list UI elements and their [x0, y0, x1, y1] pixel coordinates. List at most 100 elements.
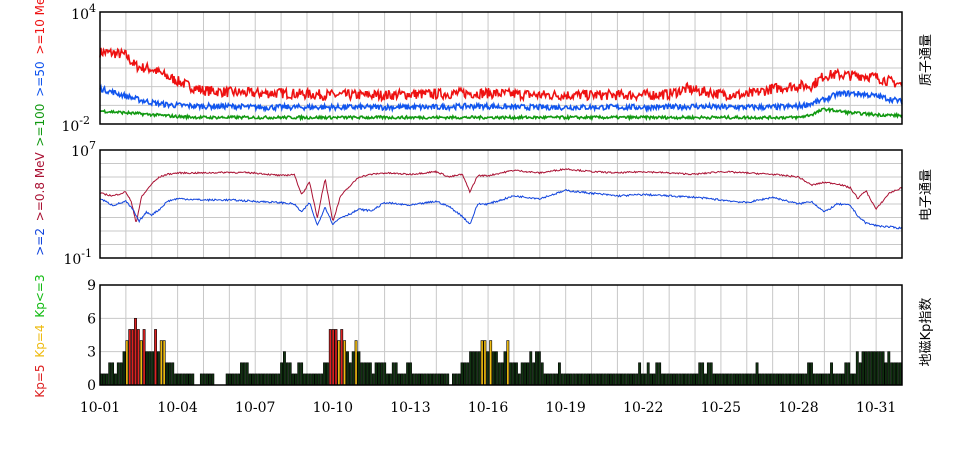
- kp-bar: [506, 340, 510, 386]
- kp-bar: [635, 373, 639, 386]
- kp-bar: [357, 351, 361, 386]
- kp-bar: [105, 373, 109, 386]
- kp-bar: [867, 351, 871, 386]
- kp-bar: [835, 373, 839, 386]
- electron-flux-panel: 107 10-1 >=2 >=0.8 MeV 电子通量: [33, 139, 934, 268]
- kp-bar: [686, 373, 690, 386]
- kp-bar: [515, 362, 518, 386]
- kp-bar: [752, 373, 756, 386]
- kp-bar: [305, 373, 309, 386]
- kp-bar: [177, 373, 180, 386]
- kp-bar: [271, 373, 275, 386]
- kp-bar: [638, 362, 642, 386]
- kp-bar: [403, 373, 407, 386]
- kp-bar: [675, 373, 679, 386]
- kp-bar: [460, 362, 464, 386]
- kp-bar: [383, 362, 387, 386]
- kp-bar: [280, 362, 284, 386]
- kp-bar: [578, 373, 581, 386]
- proton-y-tick-top: 104: [71, 2, 96, 23]
- kp-bar: [801, 373, 805, 386]
- kp-bar: [122, 351, 126, 386]
- kp-bar: [881, 351, 885, 386]
- x-tick-label: 10-28: [778, 400, 818, 416]
- kp-bar: [420, 373, 424, 386]
- kp-bar: [861, 351, 865, 386]
- kp-bar: [128, 329, 132, 386]
- kp-bar: [512, 362, 516, 386]
- kp-bar: [489, 340, 493, 386]
- kp-bar: [411, 373, 415, 386]
- kp-bar: [844, 362, 848, 386]
- kp-bar: [437, 373, 441, 386]
- x-tick-label: 10-04: [157, 400, 197, 416]
- proton-y-axis-label: >=100 >=50 >=10 MeV: [33, 0, 47, 147]
- kp-bar: [434, 373, 438, 386]
- kp-bar: [552, 373, 556, 386]
- kp-bar: [182, 373, 186, 386]
- kp-bar: [260, 373, 263, 386]
- proton-label-ge50: >=50: [33, 61, 47, 96]
- kp-bar: [832, 373, 836, 386]
- kp-bar: [165, 362, 169, 386]
- kp-bar: [778, 373, 782, 386]
- kp-bar: [560, 373, 564, 386]
- kp-bar: [537, 351, 541, 386]
- kp-bar: [709, 362, 713, 386]
- kp-bar: [231, 373, 235, 386]
- kp-bar: [669, 373, 673, 386]
- kp-bar: [649, 373, 653, 386]
- kp-bar: [454, 373, 458, 386]
- x-tick-label: 10-16: [468, 400, 508, 416]
- kp-bar: [268, 373, 272, 386]
- kp-bar: [747, 373, 750, 386]
- kp-bar: [497, 362, 501, 386]
- kp-bar: [466, 362, 470, 386]
- kp-bar: [426, 373, 430, 386]
- kp-bar: [443, 373, 447, 386]
- kp-bar: [580, 373, 584, 386]
- kp-index-panel: 0 3 6 9 Kp=5 Kp=4 Kp<=3 地磁Kp指数: [33, 274, 934, 397]
- kp-bar: [168, 362, 172, 386]
- kp-bar: [875, 351, 879, 386]
- kp-bar: [603, 373, 607, 386]
- kp-bar: [474, 351, 478, 386]
- kp-bar: [600, 373, 604, 386]
- x-tick-label: 10-31: [856, 400, 896, 416]
- electron-y-tick-bottom: 10-1: [63, 247, 92, 268]
- kp-panel-border: [99, 284, 903, 386]
- kp-bar: [529, 351, 533, 386]
- kp-bar: [758, 373, 762, 386]
- kp-bar: [145, 351, 149, 386]
- kp-bar: [706, 362, 710, 386]
- kp-bar: [741, 373, 745, 386]
- kp-bar: [821, 373, 825, 386]
- kp-bar: [366, 362, 369, 386]
- kp-bar: [297, 362, 301, 386]
- kp-bar: [853, 373, 856, 386]
- kp-bar: [784, 373, 788, 386]
- kp-bar: [394, 362, 398, 386]
- kp-bar: [262, 373, 266, 386]
- kp-bar: [792, 373, 796, 386]
- kp-bar: [855, 351, 859, 386]
- proton-series-2: [99, 106, 903, 122]
- kp-bar: [655, 362, 659, 386]
- kp-bar: [715, 373, 719, 386]
- kp-bar: [532, 362, 536, 386]
- kp-bar: [569, 373, 573, 386]
- proton-series-1: [99, 83, 903, 113]
- kp-bar: [311, 373, 315, 386]
- kp-bar: [237, 373, 241, 386]
- kp-bar: [354, 340, 358, 386]
- kp-bar: [632, 373, 636, 386]
- kp-bar: [769, 373, 773, 386]
- kp-bar: [812, 373, 816, 386]
- electron-panel-border: [99, 149, 903, 259]
- kp-y-tick-label: 6: [87, 311, 96, 327]
- kp-bar: [409, 362, 412, 386]
- kp-bar: [549, 373, 553, 386]
- x-tick-label: 10-01: [80, 400, 120, 416]
- kp-bar: [277, 373, 281, 386]
- electron-panel-grid: [100, 150, 902, 258]
